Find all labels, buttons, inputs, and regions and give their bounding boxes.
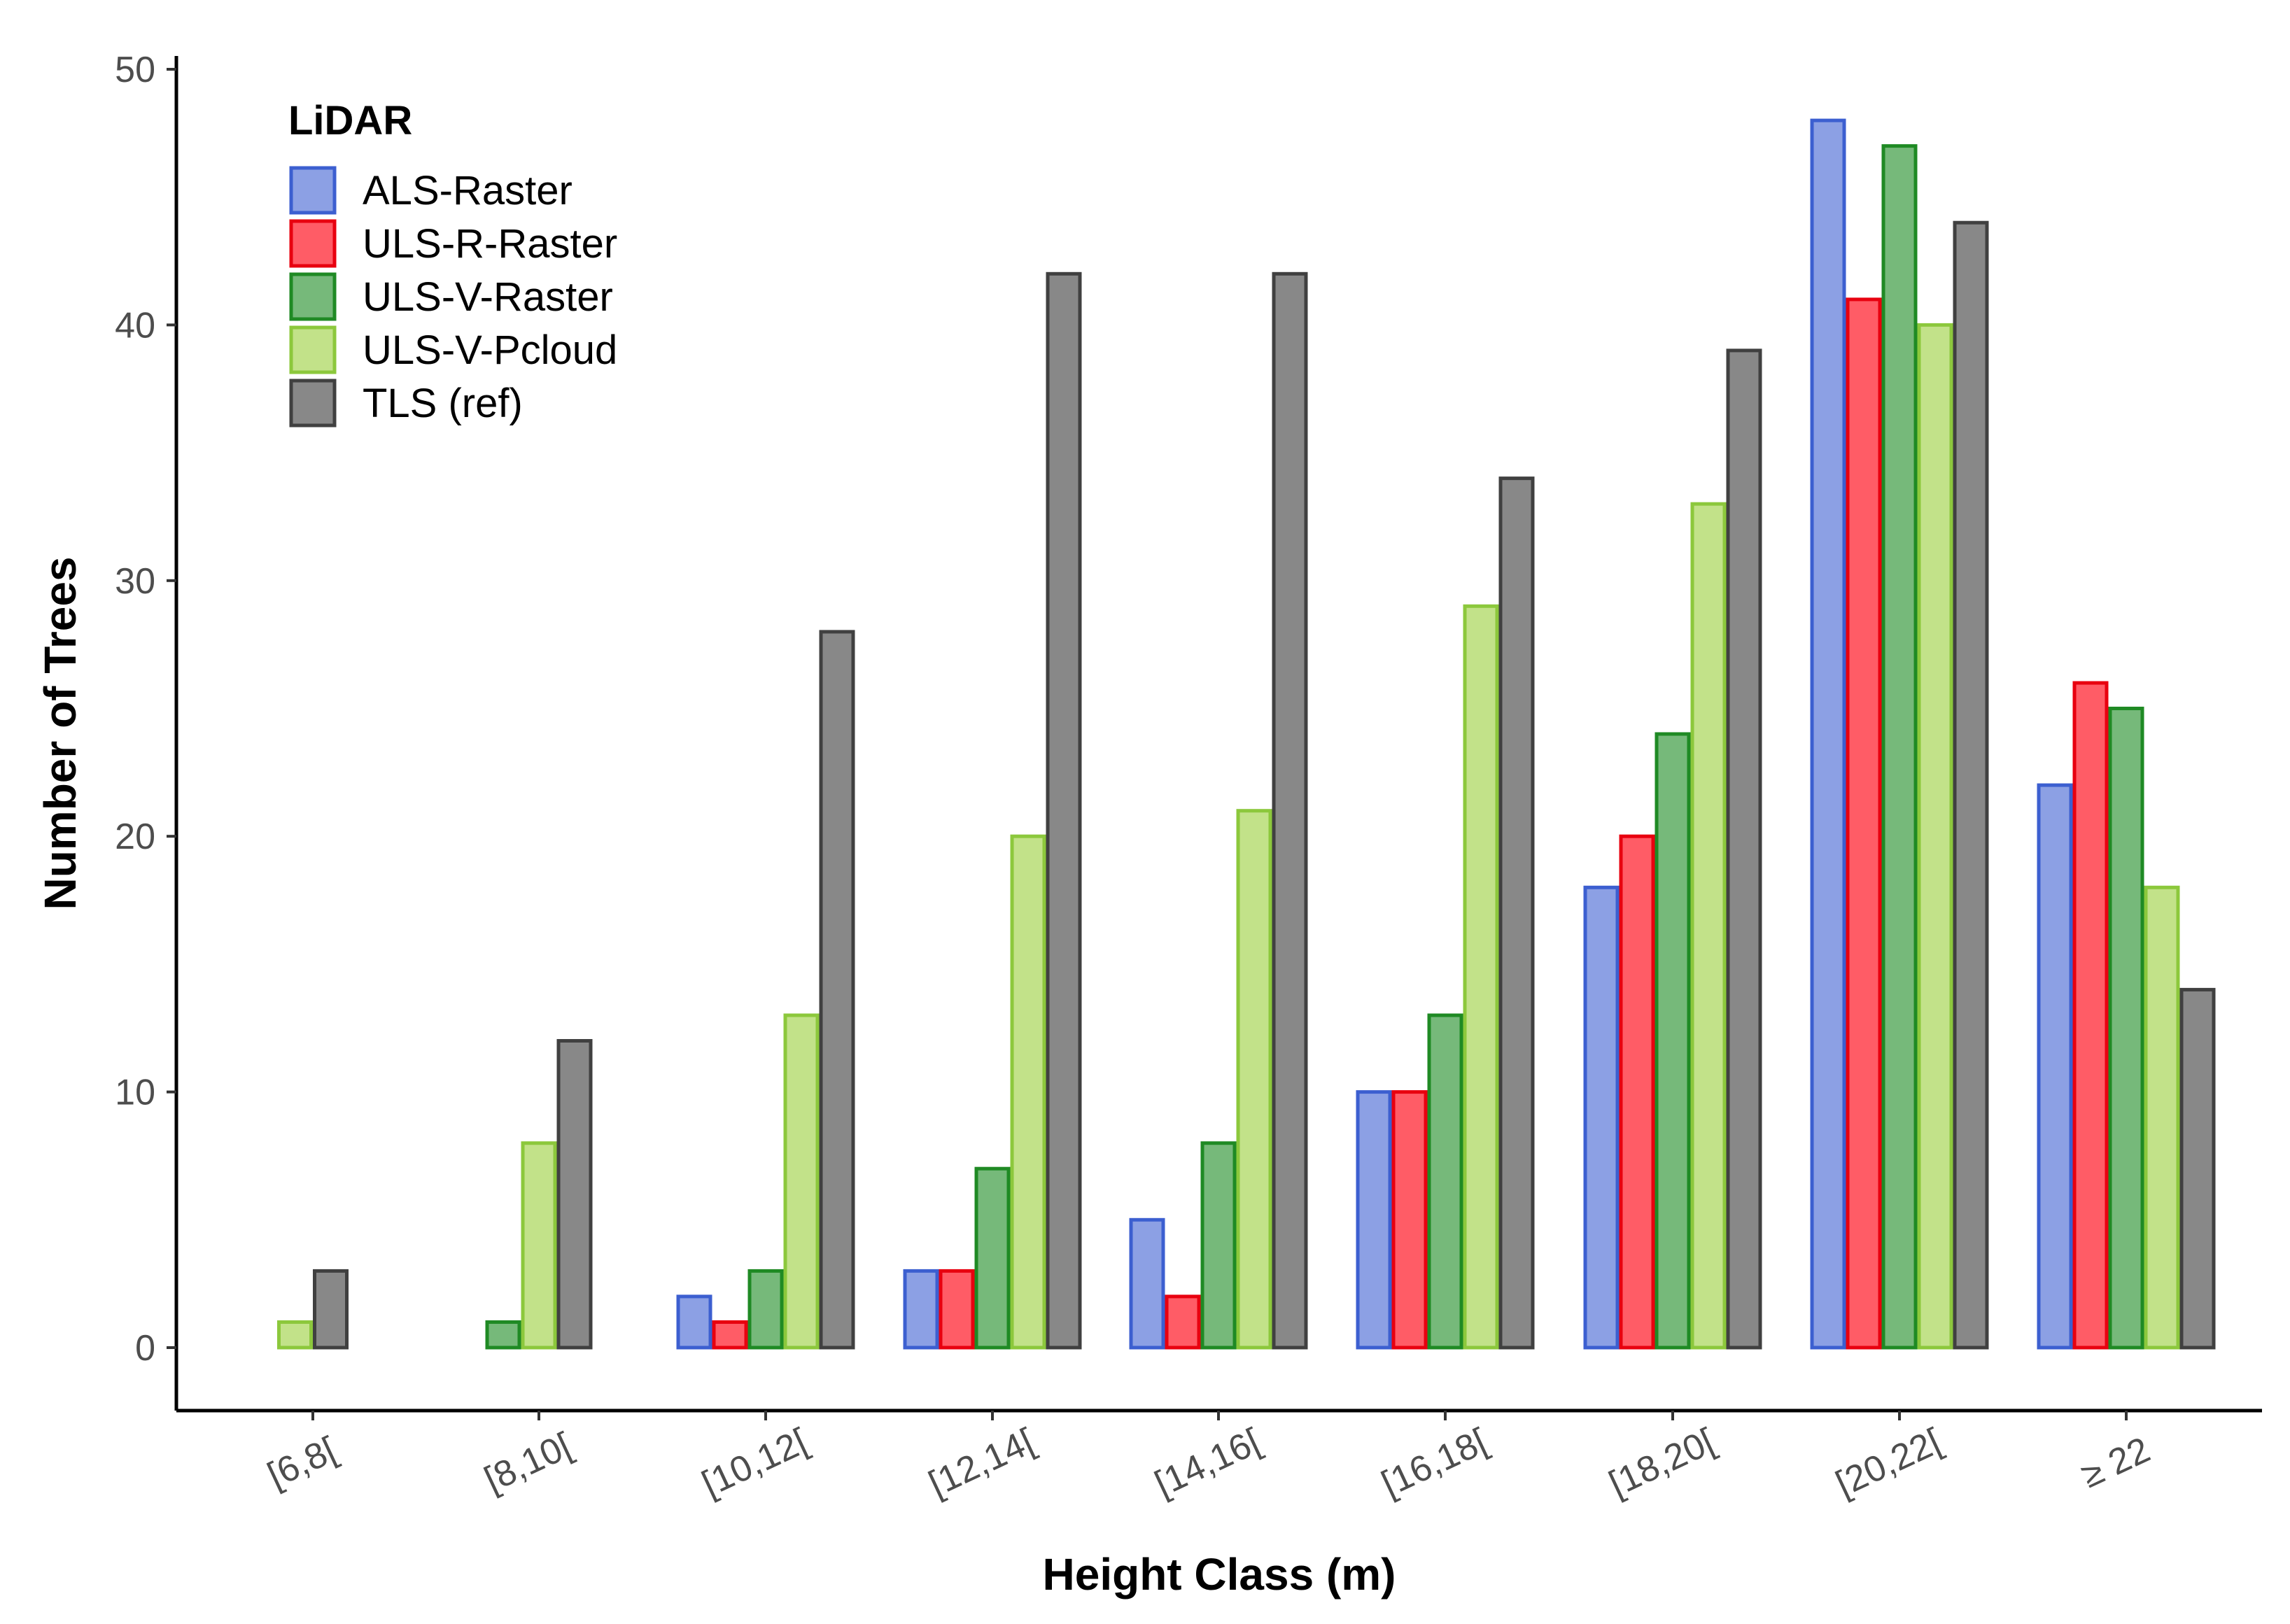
legend-label: ULS-V-Pcloud — [363, 327, 617, 373]
bar-uls-v-pcloud-6 — [1463, 604, 1499, 1350]
legend-key — [289, 272, 337, 321]
bar-uls-v-raster-7 — [1655, 732, 1691, 1350]
bar-als-raster-9 — [2037, 783, 2073, 1350]
bar-uls-v-raster-9 — [2108, 707, 2144, 1350]
y-tick-label: 30 — [115, 561, 155, 602]
bar-uls-v-raster-3 — [747, 1269, 784, 1350]
legend-key — [289, 219, 337, 268]
bar-uls-r-raster-7 — [1619, 834, 1655, 1350]
bar-tls-ref-3 — [819, 630, 855, 1350]
y-tick-label: 0 — [135, 1328, 155, 1369]
bar-tls-ref-5 — [1272, 271, 1308, 1350]
bar-uls-v-raster-4 — [974, 1166, 1011, 1350]
y-tick-label: 10 — [115, 1073, 155, 1113]
legend: LiDAR ALS-Raster ULS-R-Raster ULS-V-Raster U… — [288, 98, 617, 428]
bar-uls-r-raster-4 — [939, 1269, 975, 1350]
legend-key — [289, 166, 337, 215]
bar-als-raster-3 — [676, 1294, 712, 1350]
y-tick-label: 40 — [115, 305, 155, 346]
legend-title: LiDAR — [288, 98, 412, 143]
bar-uls-v-raster-2 — [485, 1320, 521, 1350]
bar-layer — [277, 118, 2216, 1350]
bar-uls-v-pcloud-1 — [277, 1320, 313, 1350]
bar-als-raster-5 — [1129, 1217, 1165, 1350]
bar-uls-v-pcloud-9 — [2144, 885, 2180, 1350]
bar-tls-ref-1 — [313, 1269, 349, 1350]
legend-label: ALS-Raster — [363, 168, 572, 213]
bar-uls-r-raster-5 — [1165, 1294, 1201, 1350]
bar-als-raster-4 — [903, 1269, 939, 1350]
legend-label: ULS-V-Raster — [363, 274, 613, 320]
legend-key — [289, 379, 337, 428]
bar-uls-v-pcloud-3 — [783, 1013, 820, 1350]
bar-als-raster-8 — [1810, 118, 1846, 1350]
bar-tls-ref-6 — [1498, 476, 1535, 1350]
bar-uls-v-pcloud-8 — [1917, 323, 1953, 1350]
bar-uls-v-pcloud-2 — [521, 1141, 557, 1350]
bar-uls-v-raster-5 — [1200, 1141, 1237, 1350]
bar-als-raster-6 — [1356, 1090, 1392, 1350]
bar-uls-v-pcloud-4 — [1010, 834, 1046, 1350]
y-tick-label: 50 — [115, 50, 155, 90]
bar-uls-r-raster-6 — [1391, 1090, 1428, 1350]
y-axis-title: Number of Trees — [35, 556, 85, 910]
x-axis-title: Height Class (m) — [1043, 1549, 1396, 1600]
bar-uls-r-raster-8 — [1846, 297, 1882, 1350]
bar-tls-ref-7 — [1726, 348, 1762, 1350]
bar-uls-v-raster-6 — [1427, 1013, 1463, 1350]
bar-tls-ref-4 — [1046, 271, 1082, 1350]
bar-uls-r-raster-3 — [712, 1320, 748, 1350]
legend-label: TLS (ref) — [363, 381, 523, 426]
bar-uls-v-pcloud-7 — [1690, 502, 1727, 1350]
bar-tls-ref-8 — [1953, 220, 1989, 1350]
bar-tls-ref-9 — [2179, 987, 2216, 1350]
legend-label: ULS-R-Raster — [363, 221, 617, 267]
legend-key — [289, 325, 337, 374]
bar-uls-v-raster-8 — [1881, 144, 1918, 1350]
bar-als-raster-7 — [1583, 885, 1620, 1350]
bar-uls-v-pcloud-5 — [1236, 809, 1272, 1350]
bar-uls-r-raster-9 — [2072, 681, 2109, 1350]
y-tick-label: 20 — [115, 817, 155, 857]
bar-tls-ref-2 — [556, 1039, 593, 1350]
